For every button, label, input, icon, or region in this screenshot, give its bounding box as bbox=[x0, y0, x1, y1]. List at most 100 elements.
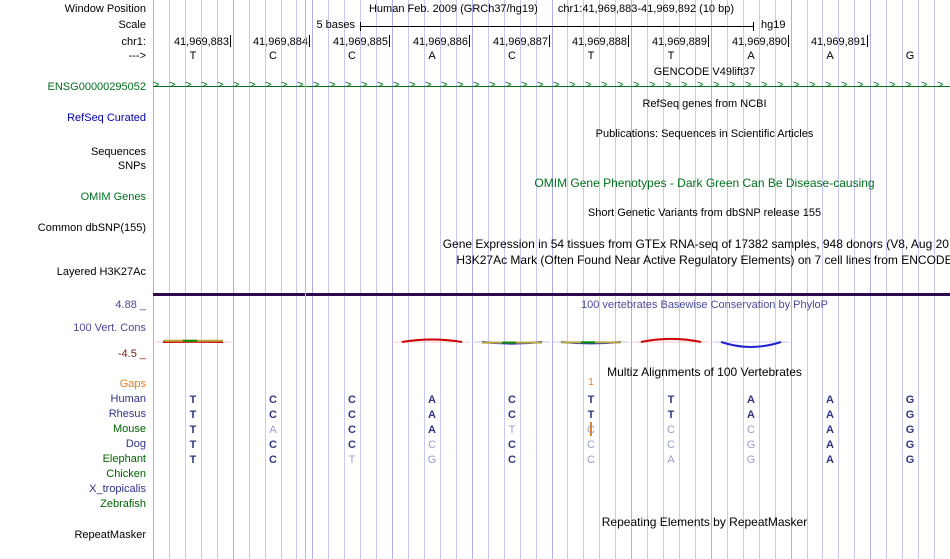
maf-base: C bbox=[269, 439, 277, 451]
maf-base: A bbox=[747, 409, 755, 421]
gencode-direction-arrow: > bbox=[425, 79, 432, 91]
maf-base: C bbox=[587, 439, 595, 451]
gencode-direction-arrow: > bbox=[217, 79, 224, 91]
gencode-direction-arrow: > bbox=[793, 79, 800, 91]
gencode-direction-arrow: > bbox=[169, 79, 176, 91]
reference-base: A bbox=[747, 50, 755, 62]
title-repeatmasker[interactable]: Repeating Elements by RepeatMasker bbox=[601, 515, 808, 529]
label-common-dbsnp[interactable]: Common dbSNP(155) bbox=[37, 222, 146, 234]
maf-base: C bbox=[508, 439, 516, 451]
maf-base: A bbox=[826, 439, 834, 451]
gencode-direction-arrow: > bbox=[825, 79, 832, 91]
gencode-rule bbox=[153, 86, 950, 87]
reference-base: A bbox=[428, 50, 436, 62]
gencode-direction-arrow: > bbox=[249, 79, 256, 91]
label-scale: Scale bbox=[118, 19, 146, 31]
maf-base: A bbox=[428, 409, 436, 421]
reference-base: G bbox=[905, 50, 915, 62]
gencode-direction-arrow: > bbox=[713, 79, 720, 91]
phylop-conservation-plot[interactable] bbox=[153, 312, 950, 360]
species-label-human[interactable]: Human bbox=[110, 393, 146, 405]
maf-row-chicken[interactable] bbox=[153, 468, 950, 483]
species-label-zebrafish[interactable]: Zebrafish bbox=[100, 498, 146, 510]
label-omim-genes[interactable]: OMIM Genes bbox=[80, 191, 146, 203]
maf-base: A bbox=[428, 424, 436, 436]
maf-row-x_tropicalis[interactable] bbox=[153, 483, 950, 498]
maf-base: T bbox=[189, 439, 197, 451]
gap-count-label: 1 bbox=[588, 377, 594, 388]
reference-base: C bbox=[508, 50, 516, 62]
gencode-direction-arrow: > bbox=[153, 79, 160, 91]
species-label-x_tropicalis[interactable]: X_tropicalis bbox=[89, 483, 146, 495]
title-dbsnp[interactable]: Short Genetic Variants from dbSNP releas… bbox=[587, 207, 822, 219]
scale-bar bbox=[360, 22, 754, 31]
maf-base: T bbox=[667, 394, 675, 406]
title-gencode[interactable]: GENCODE V49lift37 bbox=[653, 66, 756, 78]
title-phylop[interactable]: 100 vertebrates Basewise Conservation by… bbox=[580, 299, 829, 311]
maf-base: C bbox=[348, 409, 356, 421]
maf-base: G bbox=[427, 454, 437, 466]
species-label-elephant[interactable]: Elephant bbox=[102, 453, 146, 465]
gencode-direction-arrow: > bbox=[601, 79, 608, 91]
maf-base: T bbox=[189, 409, 197, 421]
gencode-direction-arrow: > bbox=[617, 79, 624, 91]
ruler-coordinate: 41,969,889 bbox=[651, 36, 707, 48]
label-sequences[interactable]: Sequences bbox=[90, 146, 146, 158]
reference-base: C bbox=[269, 50, 277, 62]
maf-base: A bbox=[826, 454, 834, 466]
gencode-transcript-line[interactable]: > > > > > > > > > > > > > > > > > > > > > > > > > > > > > > > > > > > > > > > >… bbox=[153, 79, 950, 92]
species-label-chicken[interactable]: Chicken bbox=[106, 468, 146, 480]
maf-base: A bbox=[826, 409, 834, 421]
species-label-mouse[interactable]: Mouse bbox=[112, 423, 146, 435]
ruler-coordinate: 41,969,886 bbox=[412, 36, 468, 48]
title-multiz[interactable]: Multiz Alignments of 100 Vertebrates bbox=[607, 365, 802, 379]
gencode-direction-arrow: > bbox=[697, 79, 704, 91]
title-h3k27ac[interactable]: H3K27Ac Mark (Often Found Near Active Re… bbox=[456, 253, 950, 267]
label-snps[interactable]: SNPs bbox=[117, 160, 146, 172]
maf-base: T bbox=[189, 394, 197, 406]
title-refseq[interactable]: RefSeq genes from NCBI bbox=[642, 98, 767, 110]
species-label-gaps[interactable]: Gaps bbox=[119, 378, 146, 390]
title-publications[interactable]: Publications: Sequences in Scientific Ar… bbox=[595, 128, 814, 140]
species-label-rhesus[interactable]: Rhesus bbox=[108, 408, 146, 420]
maf-base: C bbox=[508, 409, 516, 421]
reference-base: T bbox=[587, 50, 595, 62]
reference-base: A bbox=[826, 50, 834, 62]
gencode-direction-arrow: > bbox=[729, 79, 736, 91]
gencode-direction-arrow: > bbox=[665, 79, 672, 91]
species-label-dog[interactable]: Dog bbox=[125, 438, 146, 450]
label-cons-title[interactable]: 100 Vert. Cons bbox=[73, 322, 146, 334]
gencode-direction-arrow: > bbox=[905, 79, 912, 91]
label-refseq-curated[interactable]: RefSeq Curated bbox=[67, 112, 146, 124]
label-layered-h3k27ac[interactable]: Layered H3K27Ac bbox=[56, 266, 146, 278]
ruler-coordinate: 41,969,883 bbox=[173, 36, 229, 48]
maf-base: T bbox=[189, 424, 197, 436]
ruler-coordinate: 41,969,885 bbox=[332, 36, 388, 48]
ruler-tick bbox=[389, 35, 390, 47]
title-omim[interactable]: OMIM Gene Phenotypes - Dark Green Can Be… bbox=[534, 176, 875, 190]
assembly-label: Human Feb. 2009 (GRCh37/hg19) bbox=[368, 3, 538, 15]
maf-row-gaps: 1 bbox=[153, 377, 950, 393]
maf-row-zebrafish[interactable] bbox=[153, 498, 950, 513]
maf-base: A bbox=[747, 394, 755, 406]
title-gtex[interactable]: Gene Expression in 54 tissues from GTEx … bbox=[442, 237, 950, 251]
scale-bar-label: 5 bases bbox=[316, 19, 355, 31]
base-grid bbox=[153, 0, 950, 559]
gencode-direction-arrow: > bbox=[937, 79, 944, 91]
maf-base: T bbox=[348, 454, 356, 466]
label-gencode-gene[interactable]: ENSG00000295052 bbox=[47, 81, 146, 93]
gencode-direction-arrow: > bbox=[777, 79, 784, 91]
ruler-coordinate: 41,969,887 bbox=[492, 36, 548, 48]
gencode-direction-arrow: > bbox=[313, 79, 320, 91]
track-data-panel[interactable]: Human Feb. 2009 (GRCh37/hg19) chr1:41,96… bbox=[153, 0, 950, 559]
gencode-direction-arrow: > bbox=[521, 79, 528, 91]
gencode-direction-arrow: > bbox=[745, 79, 752, 91]
label-repeatmasker[interactable]: RepeatMasker bbox=[74, 529, 146, 541]
maf-base: G bbox=[905, 439, 915, 451]
gencode-direction-arrow: > bbox=[857, 79, 864, 91]
